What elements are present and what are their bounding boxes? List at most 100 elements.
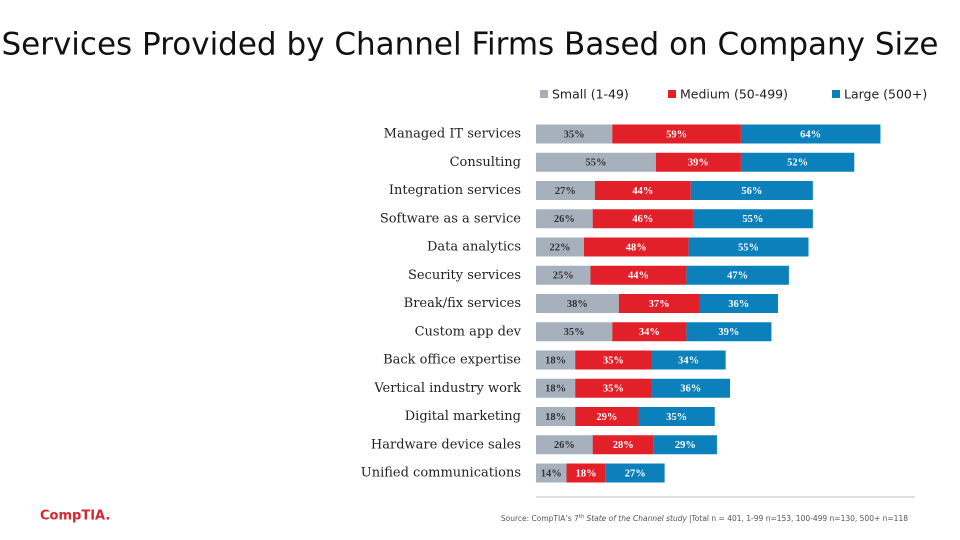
bar-segment bbox=[590, 265, 687, 285]
value-label: 39% bbox=[718, 327, 739, 338]
source-part: State of the Channel study bbox=[586, 514, 687, 523]
bar-segment bbox=[536, 378, 576, 398]
source-note: Source: CompTIA’s 7th State of the Channe… bbox=[501, 514, 908, 524]
source-part: Source: CompTIA’s 7 bbox=[501, 514, 579, 523]
category-label: Integration services bbox=[389, 183, 521, 198]
value-label: 18% bbox=[576, 468, 597, 479]
value-label: 35% bbox=[603, 355, 624, 366]
category-label: Software as a service bbox=[380, 211, 521, 226]
bar-segment bbox=[740, 124, 881, 144]
bar-segment bbox=[536, 209, 593, 229]
bar-segment bbox=[575, 350, 652, 370]
value-label: 59% bbox=[666, 129, 687, 140]
value-label: 36% bbox=[728, 299, 749, 310]
bar-segment bbox=[688, 237, 809, 257]
source-part: th bbox=[579, 514, 585, 520]
bar-segment bbox=[536, 435, 593, 455]
value-label: 29% bbox=[675, 440, 696, 451]
bar-segment bbox=[653, 435, 717, 455]
bar-segment bbox=[605, 463, 665, 483]
legend-swatch bbox=[832, 90, 840, 98]
bar-segment bbox=[655, 152, 741, 172]
category-label: Managed IT services bbox=[384, 127, 521, 142]
category-label: Back office expertise bbox=[383, 353, 521, 368]
value-label: 46% bbox=[632, 214, 653, 225]
bar-segment bbox=[575, 378, 652, 398]
bar-segment bbox=[536, 294, 619, 313]
category-label: Unified communications bbox=[361, 466, 521, 481]
bar-segment bbox=[690, 181, 813, 200]
legend-label: Large (500+) bbox=[844, 87, 927, 102]
bar-segment bbox=[686, 265, 789, 285]
value-label: 37% bbox=[649, 299, 670, 310]
bar-segment bbox=[699, 294, 778, 313]
bar-segment bbox=[536, 265, 591, 285]
bar-segment bbox=[612, 322, 687, 342]
value-label: 25% bbox=[553, 271, 574, 282]
value-label: 27% bbox=[625, 468, 646, 479]
bar-segment bbox=[536, 322, 613, 342]
value-label: 28% bbox=[613, 440, 634, 451]
category-label: Vertical industry work bbox=[373, 381, 521, 396]
value-label: 34% bbox=[639, 327, 660, 338]
value-label: 35% bbox=[666, 412, 687, 423]
legend-label: Medium (50-499) bbox=[680, 87, 788, 102]
value-label: 14% bbox=[541, 468, 562, 479]
bar-segment bbox=[592, 435, 654, 455]
legend-swatch bbox=[540, 90, 548, 98]
category-label: Digital marketing bbox=[405, 409, 521, 424]
value-label: 64% bbox=[800, 129, 821, 140]
value-label: 55% bbox=[585, 158, 606, 169]
chart-title: Services Provided by Channel Firms Based… bbox=[1, 27, 938, 63]
bar-segment bbox=[536, 463, 567, 483]
category-label: Consulting bbox=[450, 155, 521, 170]
value-label: 56% bbox=[741, 186, 762, 197]
value-label: 26% bbox=[554, 214, 575, 225]
bar-segment bbox=[536, 181, 595, 200]
bar-segment bbox=[575, 407, 639, 426]
value-label: 18% bbox=[545, 355, 566, 366]
logo: CompTIA. bbox=[40, 509, 110, 524]
value-label: 47% bbox=[727, 271, 748, 282]
value-label: 26% bbox=[554, 440, 575, 451]
value-label: 22% bbox=[549, 242, 570, 253]
category-label: Custom app dev bbox=[415, 324, 522, 339]
value-label: 52% bbox=[787, 158, 808, 169]
value-label: 18% bbox=[545, 384, 566, 395]
legend-label: Small (1-49) bbox=[552, 87, 629, 102]
value-label: 34% bbox=[678, 355, 699, 366]
bar-segment bbox=[536, 350, 576, 370]
value-label: 29% bbox=[596, 412, 617, 423]
value-label: 44% bbox=[632, 186, 653, 197]
bar-segment bbox=[592, 209, 693, 229]
bar-segment bbox=[594, 181, 691, 200]
bar-segment bbox=[740, 152, 855, 172]
value-label: 55% bbox=[742, 214, 763, 225]
value-label: 35% bbox=[564, 129, 585, 140]
value-label: 36% bbox=[680, 384, 701, 395]
source-part: |Total n = 401, 1-99 n=153, 100-499 n=13… bbox=[689, 514, 908, 523]
bar-segment bbox=[686, 322, 772, 342]
category-label: Hardware device sales bbox=[371, 437, 521, 452]
value-label: 18% bbox=[545, 412, 566, 423]
bar-segment bbox=[536, 152, 656, 172]
value-label: 35% bbox=[564, 327, 585, 338]
bar-segment bbox=[536, 407, 576, 426]
value-label: 48% bbox=[626, 242, 647, 253]
bar-segment bbox=[612, 124, 741, 144]
value-label: 38% bbox=[567, 299, 588, 310]
bar-segment bbox=[651, 378, 731, 398]
bar-segment bbox=[536, 237, 584, 257]
value-label: 35% bbox=[603, 384, 624, 395]
bar-segment bbox=[536, 124, 613, 144]
bar-segment bbox=[692, 209, 813, 229]
bar-segment bbox=[583, 237, 689, 257]
category-label: Break/fix services bbox=[404, 296, 521, 311]
value-label: 39% bbox=[688, 158, 709, 169]
value-label: 44% bbox=[628, 271, 649, 282]
value-label: 27% bbox=[555, 186, 576, 197]
bar-segment bbox=[638, 407, 715, 426]
category-label: Security services bbox=[408, 268, 521, 283]
